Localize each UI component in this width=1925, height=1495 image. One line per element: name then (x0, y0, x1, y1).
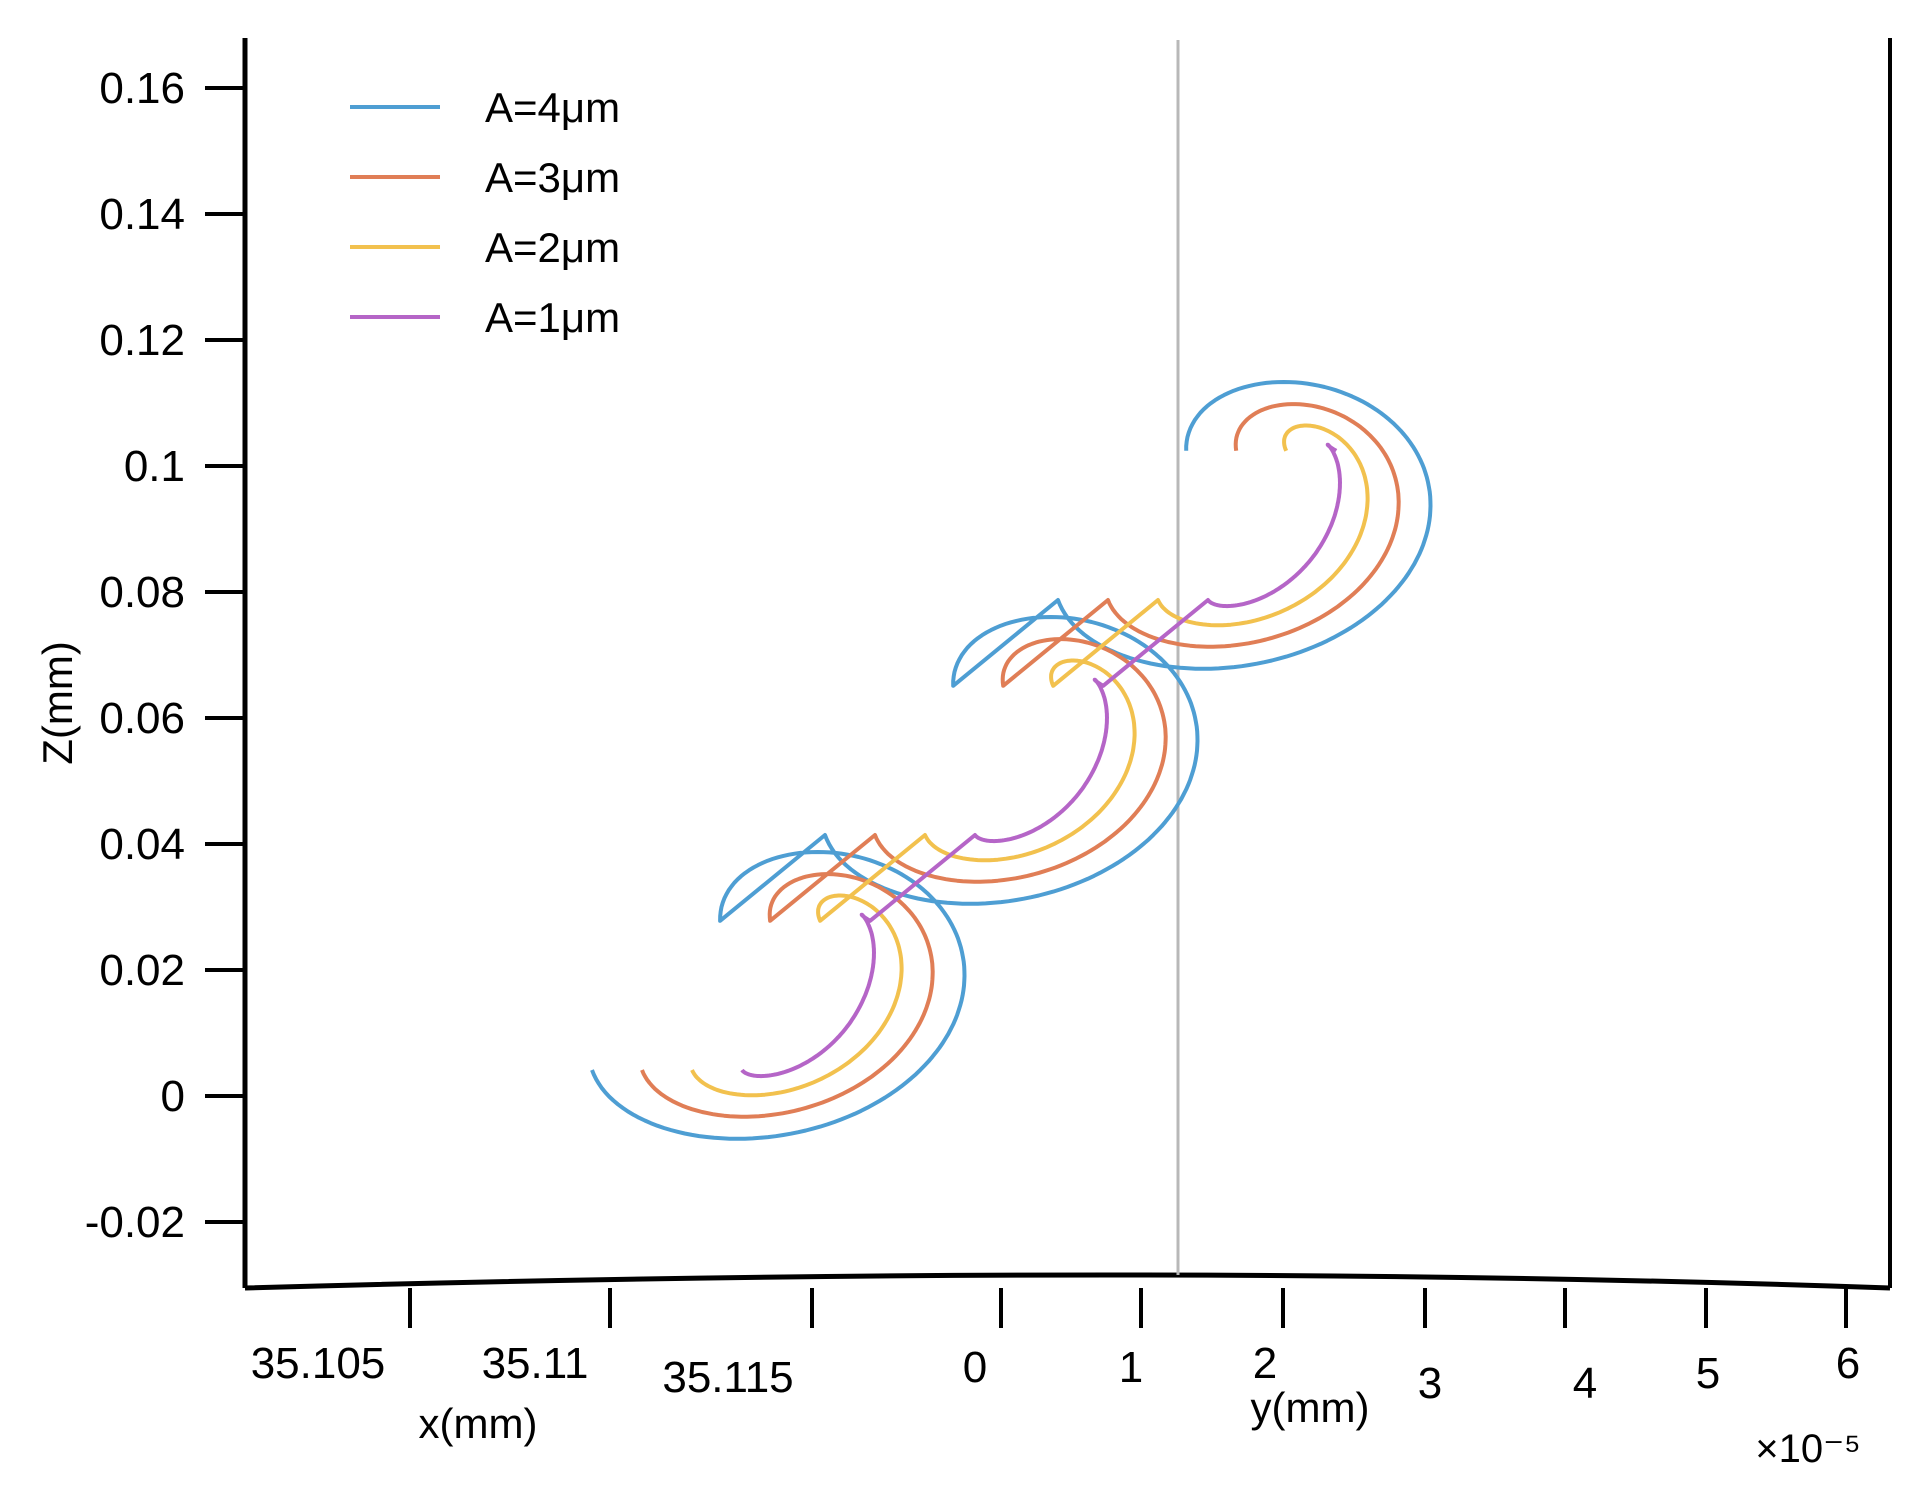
z-axis-label: Z(mm) (34, 641, 81, 765)
legend-label: A=1μm (485, 294, 620, 341)
y-tick-label: 4 (1573, 1359, 1597, 1408)
legend-label: A=2μm (485, 224, 620, 271)
y-tick-label: 5 (1696, 1349, 1720, 1398)
bottom-axis-ticks: 35.105 35.11 35.115 0 1 2 3 4 5 6 (251, 1288, 1860, 1408)
series-line-4um (590, 380, 1433, 1141)
z-tick-label: -0.02 (85, 1198, 185, 1247)
y-tick-label: 6 (1836, 1339, 1860, 1388)
x-tick-label: 35.115 (662, 1353, 793, 1402)
z-tick-label: 0.06 (99, 694, 185, 743)
y-axis-label: y(mm) (1251, 1384, 1370, 1431)
z-tick-label: 0.04 (99, 820, 185, 869)
x-tick-label: 35.11 (482, 1339, 589, 1388)
series-line-2um (690, 423, 1370, 1098)
z-tick-label: 0.16 (99, 64, 185, 113)
y-tick-label: 0 (963, 1343, 987, 1392)
z-tick-label: 0.02 (99, 946, 185, 995)
plot-frame (242, 38, 1892, 1291)
z-tick-label: 0.14 (99, 190, 185, 239)
series-line-3um (640, 402, 1401, 1119)
series-line-1um (740, 442, 1342, 1079)
z-tick-label: 0 (161, 1072, 185, 1121)
x-axis-label: x(mm) (419, 1400, 538, 1447)
legend: A=4μm A=3μm A=2μm A=1μm (350, 84, 620, 341)
y-tick-label: 2 (1253, 1339, 1277, 1388)
y-tick-label: 3 (1418, 1359, 1442, 1408)
y-axis-exponent: ×10⁻⁵ (1755, 1427, 1861, 1471)
z-tick-label: 0.08 (99, 568, 185, 617)
z-axis-ticks: 0.16 0.14 0.12 0.1 0.08 0.06 0.04 0.02 0… (85, 64, 245, 1247)
series-layer (590, 380, 1433, 1141)
x-tick-label: 35.105 (251, 1339, 386, 1388)
z-tick-label: 0.1 (124, 442, 185, 491)
x-axis-line (244, 1272, 1891, 1291)
y-tick-label: 1 (1119, 1343, 1143, 1392)
legend-label: A=4μm (485, 84, 620, 131)
z-tick-label: 0.12 (99, 316, 185, 365)
legend-label: A=3μm (485, 154, 620, 201)
